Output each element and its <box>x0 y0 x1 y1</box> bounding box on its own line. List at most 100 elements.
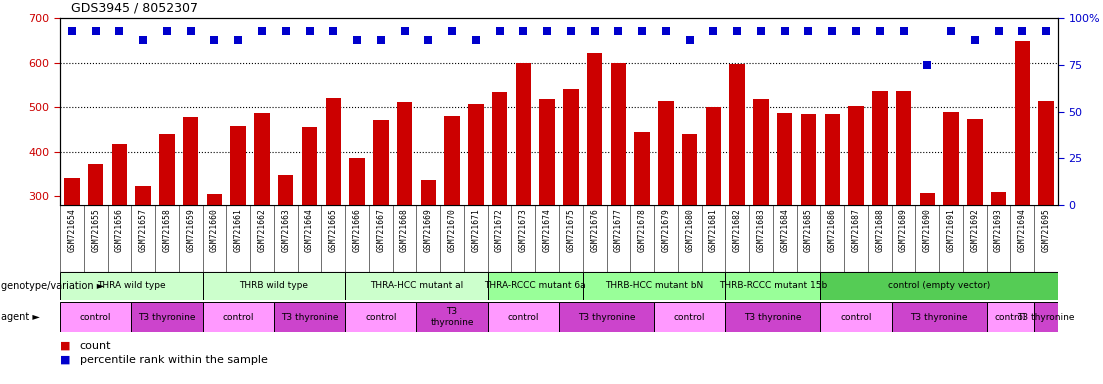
Bar <box>183 117 199 205</box>
Text: GSM721676: GSM721676 <box>590 209 599 252</box>
Text: THRA-HCC mutant al: THRA-HCC mutant al <box>370 281 463 291</box>
Text: T3 thyronine: T3 thyronine <box>138 313 195 321</box>
Bar <box>825 114 840 205</box>
Bar <box>896 91 911 205</box>
Bar <box>159 134 174 205</box>
Bar <box>203 272 345 300</box>
Text: GSM721695: GSM721695 <box>1041 209 1051 252</box>
Text: control: control <box>674 313 706 321</box>
Bar <box>397 102 413 205</box>
Bar <box>64 178 79 205</box>
Text: GSM721687: GSM721687 <box>852 209 860 252</box>
Text: GSM721659: GSM721659 <box>186 209 195 252</box>
Bar <box>634 132 650 205</box>
Bar <box>1035 302 1058 332</box>
Text: control: control <box>223 313 254 321</box>
Text: GSM721667: GSM721667 <box>376 209 385 252</box>
Text: GSM721686: GSM721686 <box>827 209 837 252</box>
Bar <box>920 193 935 205</box>
Text: THRB-RCCC mutant 15b: THRB-RCCC mutant 15b <box>719 281 827 291</box>
Text: control: control <box>507 313 539 321</box>
Bar <box>726 272 821 300</box>
Text: GSM721670: GSM721670 <box>448 209 457 252</box>
Text: percentile rank within the sample: percentile rank within the sample <box>79 355 268 365</box>
Bar <box>872 91 888 205</box>
Text: GSM721668: GSM721668 <box>400 209 409 252</box>
Bar <box>891 302 987 332</box>
Bar <box>60 272 203 300</box>
Bar <box>611 63 627 205</box>
Bar <box>350 158 365 205</box>
Text: THRB-HCC mutant bN: THRB-HCC mutant bN <box>604 281 704 291</box>
Bar <box>987 302 1035 332</box>
Bar <box>658 101 674 205</box>
Text: GSM721677: GSM721677 <box>614 209 623 252</box>
Bar <box>564 89 579 205</box>
Bar <box>345 272 488 300</box>
Bar <box>848 106 864 205</box>
Bar <box>559 302 654 332</box>
Text: GSM721654: GSM721654 <box>67 209 76 252</box>
Bar <box>417 302 488 332</box>
Bar <box>539 99 555 205</box>
Bar <box>943 111 959 205</box>
Text: GSM721692: GSM721692 <box>971 209 979 252</box>
Text: control: control <box>79 313 111 321</box>
Text: GSM721672: GSM721672 <box>495 209 504 252</box>
Text: ■: ■ <box>60 355 71 365</box>
Text: control: control <box>995 313 1026 321</box>
Bar <box>420 180 436 205</box>
Text: T3 thyronine: T3 thyronine <box>745 313 802 321</box>
Bar <box>488 272 582 300</box>
Bar <box>88 164 104 205</box>
Bar <box>60 302 131 332</box>
Text: T3 thyronine: T3 thyronine <box>281 313 339 321</box>
Bar <box>682 134 697 205</box>
Text: control: control <box>840 313 871 321</box>
Text: GDS3945 / 8052307: GDS3945 / 8052307 <box>71 1 199 14</box>
Text: T3
thyronine: T3 thyronine <box>430 307 474 327</box>
Text: T3 thyronine: T3 thyronine <box>578 313 635 321</box>
Bar <box>726 302 821 332</box>
Text: GSM721693: GSM721693 <box>994 209 1003 252</box>
Text: GSM721655: GSM721655 <box>92 209 100 252</box>
Text: GSM721669: GSM721669 <box>424 209 432 252</box>
Bar <box>325 98 341 205</box>
Bar <box>206 194 222 205</box>
Bar <box>753 99 769 205</box>
Text: GSM721678: GSM721678 <box>638 209 646 252</box>
Bar <box>445 116 460 205</box>
Bar <box>990 192 1006 205</box>
Text: GSM721680: GSM721680 <box>685 209 694 252</box>
Text: control: control <box>365 313 397 321</box>
Text: GSM721688: GSM721688 <box>876 209 885 252</box>
Bar <box>582 272 726 300</box>
Bar <box>821 272 1058 300</box>
Text: GSM721663: GSM721663 <box>281 209 290 252</box>
Bar <box>468 104 483 205</box>
Text: T3 thyronine: T3 thyronine <box>910 313 968 321</box>
Bar <box>131 302 203 332</box>
Bar <box>136 186 151 205</box>
Bar <box>345 302 417 332</box>
Bar <box>231 126 246 205</box>
Bar <box>203 302 274 332</box>
Bar <box>706 107 721 205</box>
Text: GSM721660: GSM721660 <box>210 209 219 252</box>
Text: GSM721662: GSM721662 <box>257 209 267 252</box>
Bar <box>111 144 127 205</box>
Text: count: count <box>79 341 111 351</box>
Text: GSM721684: GSM721684 <box>780 209 790 252</box>
Text: THRB wild type: THRB wild type <box>239 281 309 291</box>
Text: GSM721665: GSM721665 <box>329 209 338 252</box>
Bar <box>967 119 983 205</box>
Bar <box>255 113 270 205</box>
Text: GSM721690: GSM721690 <box>923 209 932 252</box>
Text: GSM721657: GSM721657 <box>139 209 148 252</box>
Bar <box>488 302 559 332</box>
Text: THRA-RCCC mutant 6a: THRA-RCCC mutant 6a <box>484 281 586 291</box>
Text: agent ►: agent ► <box>1 312 40 322</box>
Text: GSM721685: GSM721685 <box>804 209 813 252</box>
Text: ■: ■ <box>60 341 71 351</box>
Bar <box>801 114 816 205</box>
